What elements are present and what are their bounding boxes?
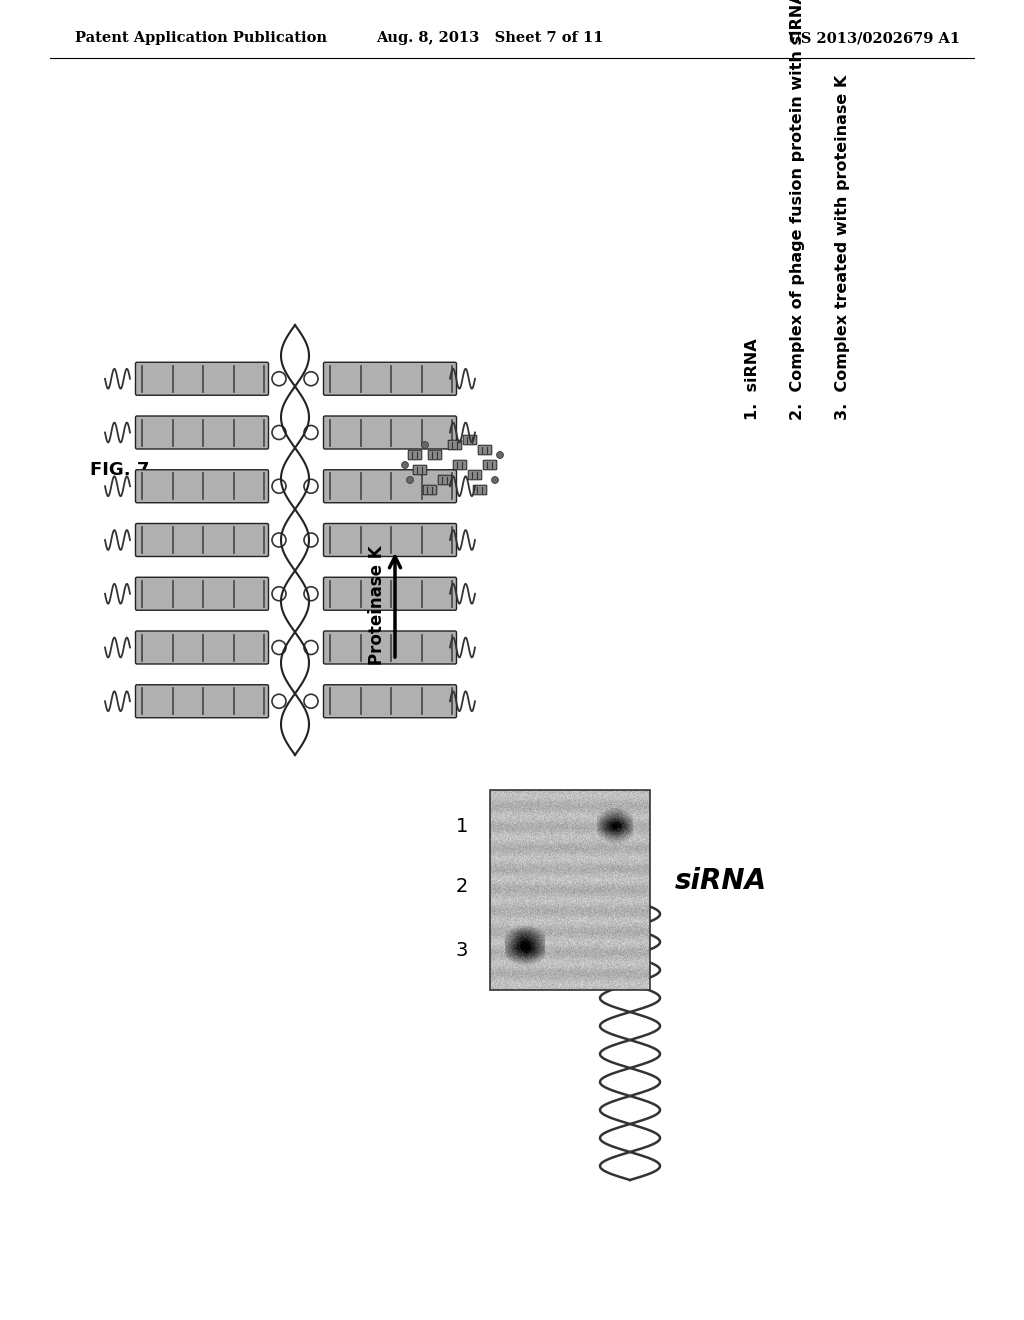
Circle shape xyxy=(422,441,428,449)
Circle shape xyxy=(304,640,318,655)
Text: Patent Application Publication: Patent Application Publication xyxy=(75,30,327,45)
Text: 3.  Complex treated with proteinase K: 3. Complex treated with proteinase K xyxy=(835,75,850,420)
FancyBboxPatch shape xyxy=(478,445,492,455)
FancyBboxPatch shape xyxy=(135,577,268,610)
FancyBboxPatch shape xyxy=(324,470,457,503)
Circle shape xyxy=(272,587,286,601)
Text: 1.  siRNA: 1. siRNA xyxy=(745,338,760,420)
Circle shape xyxy=(304,372,318,385)
Circle shape xyxy=(304,479,318,494)
FancyBboxPatch shape xyxy=(135,685,268,718)
FancyBboxPatch shape xyxy=(324,577,457,610)
FancyBboxPatch shape xyxy=(135,362,268,395)
FancyBboxPatch shape xyxy=(324,685,457,718)
Circle shape xyxy=(272,425,286,440)
FancyBboxPatch shape xyxy=(135,416,268,449)
FancyBboxPatch shape xyxy=(428,450,441,459)
Circle shape xyxy=(304,533,318,546)
FancyBboxPatch shape xyxy=(324,631,457,664)
FancyBboxPatch shape xyxy=(473,486,486,495)
FancyBboxPatch shape xyxy=(409,450,422,459)
FancyBboxPatch shape xyxy=(324,524,457,557)
Circle shape xyxy=(272,479,286,494)
FancyBboxPatch shape xyxy=(135,631,268,664)
FancyBboxPatch shape xyxy=(463,436,477,445)
Text: 3: 3 xyxy=(456,940,468,960)
Circle shape xyxy=(272,694,286,709)
Text: 2.  Complex of phage fusion protein with siRNA: 2. Complex of phage fusion protein with … xyxy=(790,0,805,420)
Circle shape xyxy=(492,477,499,483)
Circle shape xyxy=(272,640,286,655)
Text: US 2013/0202679 A1: US 2013/0202679 A1 xyxy=(787,30,961,45)
FancyBboxPatch shape xyxy=(324,362,457,395)
Text: siRNA: siRNA xyxy=(675,867,767,895)
FancyBboxPatch shape xyxy=(454,461,467,470)
FancyBboxPatch shape xyxy=(135,524,268,557)
Text: Aug. 8, 2013   Sheet 7 of 11: Aug. 8, 2013 Sheet 7 of 11 xyxy=(376,30,604,45)
FancyBboxPatch shape xyxy=(449,440,462,450)
Text: Proteinase K: Proteinase K xyxy=(368,545,386,665)
Text: 2: 2 xyxy=(456,876,468,895)
Text: 1: 1 xyxy=(456,817,468,836)
FancyBboxPatch shape xyxy=(423,486,437,495)
Bar xyxy=(490,789,650,990)
FancyBboxPatch shape xyxy=(483,461,497,470)
FancyBboxPatch shape xyxy=(135,470,268,503)
Text: FIG. 7: FIG. 7 xyxy=(90,461,150,479)
FancyBboxPatch shape xyxy=(438,475,452,484)
Circle shape xyxy=(497,451,504,458)
Circle shape xyxy=(407,477,414,483)
FancyBboxPatch shape xyxy=(414,465,427,475)
FancyBboxPatch shape xyxy=(468,470,482,479)
FancyBboxPatch shape xyxy=(324,416,457,449)
Circle shape xyxy=(304,425,318,440)
Circle shape xyxy=(304,587,318,601)
Circle shape xyxy=(304,694,318,709)
Circle shape xyxy=(401,462,409,469)
Circle shape xyxy=(272,372,286,385)
Circle shape xyxy=(272,533,286,546)
